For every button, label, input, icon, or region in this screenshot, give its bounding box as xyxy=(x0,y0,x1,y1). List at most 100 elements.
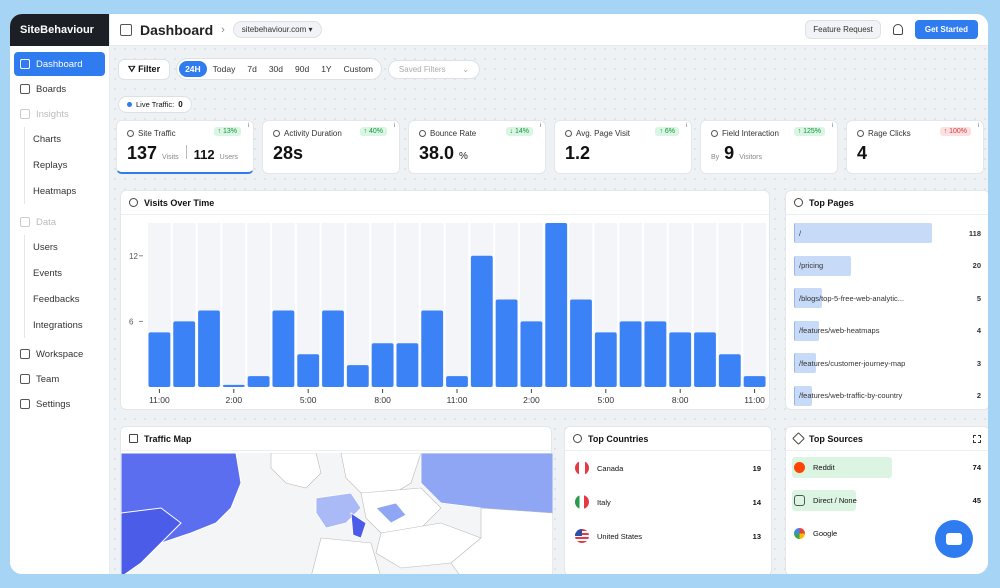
visits-bar[interactable] xyxy=(346,365,369,387)
saved-filters-select[interactable]: Saved Filters ⌄ xyxy=(387,59,480,79)
live-dot-icon xyxy=(127,102,132,107)
range-7d[interactable]: 7d xyxy=(247,64,257,74)
visits-bar[interactable] xyxy=(570,299,592,387)
top-page-row[interactable]: /features/customer-journey-map 3 xyxy=(786,347,988,380)
sidebar-item-dashboard[interactable]: Dashboard xyxy=(14,52,105,76)
source-row[interactable]: Reddit 74 xyxy=(786,451,988,484)
metric-bounce-rate[interactable]: i Bounce Rate ↓ 14% 38.0% xyxy=(408,120,546,174)
info-icon[interactable]: i xyxy=(831,123,833,129)
visits-bar[interactable] xyxy=(198,310,220,387)
sidebar-item-users[interactable]: Users xyxy=(33,242,58,253)
get-started-button[interactable]: Get Started xyxy=(914,20,978,39)
visits-bar[interactable] xyxy=(669,332,692,387)
info-icon[interactable]: i xyxy=(393,123,395,129)
chevron-down-icon: ⌄ xyxy=(462,64,469,74)
visits-bar[interactable] xyxy=(322,310,344,387)
sidebar-item-replays[interactable]: Replays xyxy=(33,160,68,171)
range-24h[interactable]: 24H xyxy=(179,61,207,77)
filter-button[interactable]: ⛛ Filter xyxy=(118,58,171,80)
range-1y[interactable]: 1Y xyxy=(321,64,332,74)
visits-bar[interactable] xyxy=(396,343,419,387)
metric-rage-clicks[interactable]: i Rage Clicks ↑ 100% 4 xyxy=(846,120,984,174)
metric-activity-duration[interactable]: i Activity Duration ↑ 40% 28s xyxy=(262,120,400,174)
sidebar-item-charts[interactable]: Charts xyxy=(33,134,61,145)
y-tick-label: 12 xyxy=(129,252,138,261)
range-90d[interactable]: 90d xyxy=(295,64,310,74)
sidebar-item-boards[interactable]: Boards xyxy=(14,77,105,101)
expand-icon[interactable] xyxy=(973,434,981,443)
info-icon[interactable]: i xyxy=(977,123,979,129)
visits-bar[interactable] xyxy=(148,332,171,387)
top-page-row[interactable]: /features/web-traffic-by-country 2 xyxy=(786,380,988,413)
bell-icon[interactable] xyxy=(892,24,903,35)
sidebar-item-settings[interactable]: Settings xyxy=(14,392,105,416)
live-traffic-badge: Live Traffic: 0 xyxy=(118,96,192,113)
x-tick-label: 8:00 xyxy=(374,395,391,405)
visits-bar[interactable] xyxy=(694,332,716,387)
reddit-icon xyxy=(794,462,805,473)
visits-bar[interactable] xyxy=(718,354,741,387)
filter-bar: ⛛ Filter 24H Today 7d 30d 90d 1Y Custom … xyxy=(118,58,480,80)
top-pages-panel: Top Pages / 118/pricing 20/blogs/top-5-fre… xyxy=(785,190,988,410)
visits-bar[interactable] xyxy=(247,376,270,387)
metric-field-interaction[interactable]: i Field Interaction ↑ 125% By 9 Visitors xyxy=(700,120,838,174)
sidebar-item-feedbacks[interactable]: Feedbacks xyxy=(33,294,80,305)
top-page-row[interactable]: /features/web-heatmaps 4 xyxy=(786,315,988,348)
metric-site-traffic[interactable]: i Site Traffic ↑ 13% 137 Visits 112 Users xyxy=(116,120,254,174)
trend-icon xyxy=(792,432,805,445)
visits-bar[interactable] xyxy=(371,343,394,387)
top-page-label: /features/web-heatmaps xyxy=(799,326,880,336)
visits-bar[interactable] xyxy=(272,310,295,387)
top-page-row[interactable]: / 118 xyxy=(786,217,988,250)
x-tick-label: 8:00 xyxy=(672,395,689,405)
visits-bar[interactable] xyxy=(421,310,444,387)
visits-bar[interactable] xyxy=(545,223,568,387)
country-row[interactable]: Italy 14 xyxy=(565,485,771,519)
world-map[interactable] xyxy=(121,453,553,574)
top-page-label: /pricing xyxy=(799,261,824,271)
visits-bar[interactable] xyxy=(495,299,518,387)
visits-bar[interactable] xyxy=(644,321,667,387)
feature-request-button[interactable]: Feature Request xyxy=(805,20,881,39)
source-row[interactable]: Google xyxy=(786,517,988,550)
metric-avg-page-visit[interactable]: i Avg. Page Visit ↑ 6% 1.2 xyxy=(554,120,692,174)
page-title: Dashboard xyxy=(140,21,214,38)
top-page-row[interactable]: /pricing 20 xyxy=(786,250,988,283)
boards-icon xyxy=(20,84,30,94)
country-row[interactable]: Canada 19 xyxy=(565,451,771,485)
trend-badge: ↑ 40% xyxy=(359,127,387,136)
visits-bar[interactable] xyxy=(594,332,617,387)
range-today[interactable]: Today xyxy=(212,64,236,74)
chat-button[interactable] xyxy=(935,520,973,558)
info-icon[interactable]: i xyxy=(247,123,249,129)
site-select[interactable]: sitebehaviour.com ▾ xyxy=(232,21,322,38)
main-content: Dashboard › sitebehaviour.com ▾ Feature … xyxy=(110,14,988,574)
top-page-row[interactable]: /blogs/top-5-free-web-analytic... 5 xyxy=(786,282,988,315)
top-page-label: /features/customer-journey-map xyxy=(799,358,906,368)
range-custom[interactable]: Custom xyxy=(343,64,373,74)
info-icon[interactable]: i xyxy=(685,123,687,129)
source-row[interactable]: Direct / None 45 xyxy=(786,484,988,517)
visits-bar[interactable] xyxy=(470,255,493,387)
top-page-label: / xyxy=(799,228,802,238)
sidebar-item-events[interactable]: Events xyxy=(33,268,63,279)
visits-bar[interactable] xyxy=(520,321,543,387)
visits-bar[interactable] xyxy=(619,321,642,387)
gear-icon xyxy=(20,399,30,409)
visits-bar[interactable] xyxy=(222,384,245,387)
grid-column xyxy=(247,223,270,387)
topbar: Dashboard › sitebehaviour.com ▾ Feature … xyxy=(110,14,988,46)
chevron-right-icon: › xyxy=(221,23,225,36)
country-row[interactable]: United States 13 xyxy=(565,519,771,553)
x-tick-label: 2:00 xyxy=(226,395,243,405)
sidebar-item-workspace[interactable]: Workspace xyxy=(14,342,105,366)
range-30d[interactable]: 30d xyxy=(268,64,284,74)
sidebar-item-team[interactable]: Team xyxy=(14,367,105,391)
visits-bar[interactable] xyxy=(446,376,468,387)
info-icon[interactable]: i xyxy=(539,123,541,129)
sidebar-item-integrations[interactable]: Integrations xyxy=(33,320,83,331)
visits-bar[interactable] xyxy=(297,354,320,387)
sidebar-item-heatmaps[interactable]: Heatmaps xyxy=(33,186,77,197)
visits-bar[interactable] xyxy=(743,376,766,387)
visits-bar[interactable] xyxy=(173,321,196,387)
